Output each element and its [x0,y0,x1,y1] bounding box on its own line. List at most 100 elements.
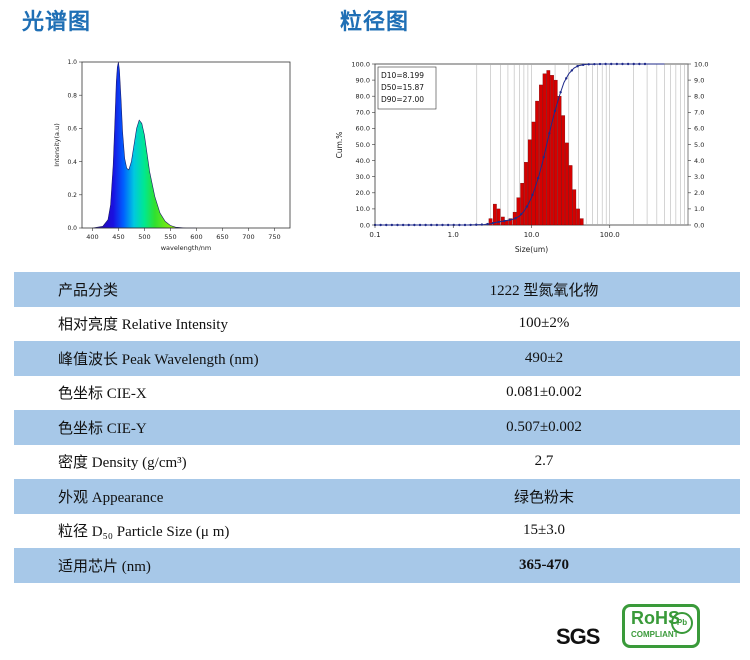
table-row: 密度 Density (g/cm³) 2.7 [14,444,740,479]
psd-y2-tick-label: 0.0 [694,221,704,229]
psd-cumulative-point [458,223,461,227]
spectrum-x-tick-label: 700 [242,233,254,241]
psd-annotation-text: D90=27.00 [381,95,424,104]
psd-y2-tick-label: 10.0 [694,60,708,68]
row-value: 0.081±0.002 [347,375,740,410]
psd-bar [539,84,543,226]
psd-bar [488,218,493,226]
psd-cumulative-point [565,77,568,80]
psd-bar [568,165,573,226]
spectrum-x-tick-label: 400 [86,233,98,241]
row-label: 外观 Appearance [14,479,348,514]
row-value: 490±2 [347,341,740,376]
psd-cumulative-point [469,223,472,227]
psd-annotation-text: D50=15.87 [381,83,424,92]
pb-free-icon: Pb [671,612,693,634]
psd-cumulative-point [615,62,619,66]
psd-bar [579,218,584,226]
spec-table: 产品分类 1222 型氮氧化物 相对亮度 Relative Intensity 100… [14,272,740,583]
psd-x-axis-label: Size(um) [515,245,548,254]
spectrum-x-tick-label: 450 [112,233,124,241]
particle-size-title: 粒径图 [340,10,410,35]
row-label: 密度 Density (g/cm³) [14,444,348,479]
psd-cumulative-point [553,109,557,113]
psd-cumulative-line [375,63,665,226]
psd-bar [492,203,497,226]
psd-cumulative-point [435,223,439,227]
psd-bar [557,96,562,226]
psd-bar [524,162,528,226]
psd-x-tick-label: 10.0 [524,231,540,239]
psd-bar [546,70,551,226]
psd-cumulative-point [463,223,467,227]
table-row: 色坐标 CIE-Y 0.507±0.002 [14,410,740,445]
row-value: 15±3.0 [347,513,740,548]
psd-y-tick-label: 60.0 [356,125,370,133]
psd-bar [527,139,532,226]
row-label: 峰值波长 Peak Wavelength (nm) [14,341,348,376]
psd-cumulative-point [593,62,596,66]
psd-bar [496,208,501,226]
psd-y-axis-label: Cum.% [335,132,344,159]
psd-cumulative-point [638,62,641,66]
table-row: 色坐标 CIE-X 0.081±0.002 [14,375,740,410]
psd-cumulative-point [508,218,512,222]
psd-cumulative-point [643,62,647,66]
table-row: 峰值波长 Peak Wavelength (nm) 490±2 [14,341,740,376]
psd-y2-tick-label: 2.0 [694,189,704,197]
psd-y-tick-label: 20.0 [356,189,370,197]
spectrum-x-tick-label: 600 [190,233,202,241]
psd-cumulative-point [446,223,450,227]
psd-cumulative-point [559,91,562,94]
spectrum-x-tick-label: 550 [164,233,176,241]
row-label: 色坐标 CIE-Y [14,410,348,445]
spectrum-x-axis-label: wavelength/nm [161,244,212,252]
psd-cumulative-point [379,223,382,227]
rohs-logo-text: RoHS [631,608,680,628]
row-value: 0.507±0.002 [347,410,740,445]
row-label: 相对亮度 Relative Intensity [14,306,348,341]
psd-y-tick-label: 70.0 [356,109,370,117]
psd-y-tick-label: 80.0 [356,93,370,101]
psd-y-tick-label: 0.0 [360,221,370,229]
psd-cumulative-point [497,220,500,224]
psd-bar [550,75,554,226]
table-row: 适用芯片 (nm) 365-470 [14,548,740,583]
psd-bar [535,100,539,226]
psd-cumulative-point [610,62,613,66]
psd-y2-tick-label: 1.0 [694,205,704,213]
psd-cumulative-point [424,223,427,227]
psd-annotation-box [377,66,437,110]
psd-cumulative-point [570,69,574,72]
psd-cumulative-point [576,65,579,68]
spectrum-chart: 400 450 500 550 600 650 700 750 0.0 0.2 0.4 0.6 0.8 1… [53,59,291,252]
psd-cumulative-point [520,212,523,216]
table-row: 相对亮度 Relative Intensity 100±2% [14,306,740,341]
table-row: 外观 Appearance 绿色粉末 [14,479,740,514]
psd-cumulative-point [396,223,399,227]
spectrum-title: 光谱图 [22,10,92,35]
psd-y-tick-label: 10.0 [356,205,370,213]
row-label: 色坐标 CIE-X [14,375,348,410]
psd-cumulative-point [514,217,517,220]
psd-bar [553,79,558,226]
psd-cumulative-point [598,62,602,66]
psd-cumulative-point [486,222,489,226]
psd-y2-tick-label: 4.0 [694,157,704,165]
psd-cumulative-point [385,223,388,227]
row-label: 粒径 D₅₀ Particle Size (μ m) [14,513,348,548]
psd-cumulative-point [407,223,410,227]
psd-cumulative-point [452,223,455,227]
sgs-logo-text: SGS [556,624,600,649]
psd-bar [576,208,580,226]
spectrum-y-tick-label: 0.6 [67,126,77,133]
psd-cumulative-point [401,223,405,227]
psd-cumulative-point [548,132,551,135]
row-value: 365-470 [347,548,740,583]
spectrum-x-tick-label: 500 [138,233,150,241]
psd-cumulative-point [542,155,545,159]
psd-y2-tick-label: 3.0 [694,173,704,181]
psd-y-tick-label: 100.0 [351,60,370,68]
psd-y2-tick-label: 9.0 [694,76,704,84]
psd-y2-tick-label: 7.0 [694,109,704,117]
